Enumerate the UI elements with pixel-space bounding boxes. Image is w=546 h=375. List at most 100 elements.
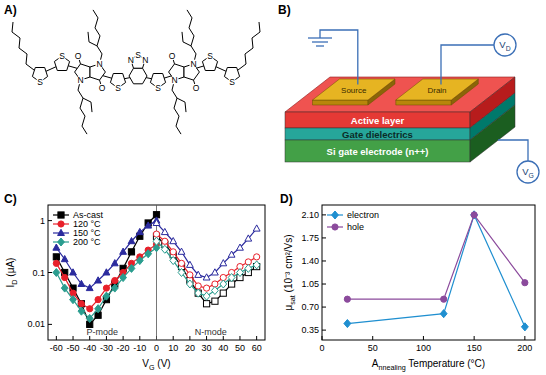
- x-tick-label: 30: [202, 343, 212, 353]
- x-tick: [524, 336, 525, 340]
- atom: S: [229, 77, 235, 87]
- y-tick-label: 0.1: [32, 268, 45, 278]
- data-point: [78, 307, 85, 315]
- legend-marker: [58, 221, 64, 227]
- chart: C)-60-50-40-30-20-1001020304050600.010.1…: [4, 192, 265, 372]
- bond: [88, 32, 97, 46]
- subscript: G: [529, 172, 534, 179]
- data-point: [145, 222, 152, 228]
- electrode-label: Source: [341, 86, 367, 95]
- y-tick-label: 1: [40, 216, 45, 226]
- x-tick: [256, 336, 257, 340]
- y-tick: [322, 284, 326, 285]
- x-tick-label: 10: [168, 343, 178, 353]
- data-point: [195, 271, 202, 277]
- atom-bg: [192, 84, 201, 93]
- panel-label: C): [4, 192, 17, 206]
- x-tick-label: 50: [368, 343, 378, 353]
- series-line: [56, 244, 156, 308]
- data-point: [245, 235, 252, 241]
- y-tick-label: 1.75: [301, 233, 319, 243]
- x-tick: [139, 336, 140, 340]
- atom: S: [135, 50, 141, 60]
- data-point: [187, 280, 194, 288]
- atom: S: [59, 51, 65, 61]
- panel-label: D): [280, 192, 293, 206]
- atom-bg: [168, 52, 177, 61]
- x-tick: [239, 336, 240, 340]
- x-tick-label: -30: [100, 343, 113, 353]
- y-tick: [48, 220, 52, 221]
- series-line: [157, 236, 257, 303]
- data-point: [237, 269, 244, 277]
- y-tick: [322, 330, 326, 331]
- electrode-front: [313, 100, 369, 105]
- data-point: [136, 257, 143, 265]
- x-tick: [173, 336, 174, 340]
- figure: A)SSNONOSNSNSNONOSSB)Active layerGate di…: [0, 0, 546, 375]
- data-point: [70, 269, 77, 275]
- data-point: [212, 298, 218, 304]
- x-tick-label: 40: [218, 343, 228, 353]
- bond: [182, 32, 191, 46]
- bond: [78, 80, 87, 134]
- data-point: [170, 257, 177, 265]
- label-rest: (μA): [5, 258, 16, 280]
- data-point: [220, 280, 227, 288]
- data-point: [61, 256, 68, 262]
- data-point: [253, 261, 260, 269]
- x-tick-label: -10: [133, 343, 146, 353]
- data-point: [78, 301, 84, 307]
- data-point: [62, 274, 68, 280]
- plot-data: [53, 212, 260, 328]
- atom-bg: [126, 55, 135, 64]
- ring: [129, 68, 147, 84]
- data-point: [161, 245, 168, 253]
- x-tick-label: 0: [319, 343, 324, 353]
- data-point: [61, 284, 68, 292]
- y-tick-label: 0.35: [301, 325, 319, 335]
- y-tick: [322, 260, 326, 261]
- electrode-top: [313, 79, 396, 100]
- ground: [308, 37, 332, 38]
- y-tick: [322, 214, 326, 215]
- x-tick: [423, 336, 424, 340]
- x-tick: [372, 336, 373, 340]
- legend-marker: [58, 212, 64, 218]
- data-point: [111, 284, 118, 292]
- data-point: [112, 277, 118, 283]
- data-point: [203, 274, 210, 280]
- y-tick: [48, 324, 52, 325]
- data-point: [170, 249, 176, 255]
- atom-bg: [154, 84, 163, 93]
- data-point: [203, 285, 209, 291]
- x-tick-label: 20: [185, 343, 195, 353]
- terminal-label: VD: [499, 39, 510, 52]
- atom: N: [96, 59, 102, 69]
- ground: [312, 41, 328, 42]
- molecule: SSNONOSNSNSNONOSS: [12, 10, 260, 134]
- data-point: [103, 285, 109, 291]
- series-line: [157, 223, 257, 278]
- data-point: [521, 323, 528, 331]
- panel-label: A): [4, 3, 17, 17]
- y-tick-label: 2.10: [301, 210, 319, 220]
- data-point: [128, 249, 134, 255]
- atom-bg: [114, 84, 123, 93]
- data-point: [103, 269, 110, 275]
- x-tick: [474, 336, 475, 340]
- bond: [83, 98, 92, 112]
- bond: [93, 10, 102, 64]
- y-tick: [48, 272, 52, 273]
- bonds: [12, 10, 260, 134]
- legend: As-cast120 °C150 °C200 °C: [53, 210, 104, 247]
- data-point: [120, 274, 127, 282]
- atom: N: [190, 59, 196, 69]
- atom: O: [169, 51, 176, 61]
- series-line: [56, 215, 156, 325]
- data-point: [70, 296, 77, 304]
- series-line: [347, 215, 525, 327]
- data-point: [178, 248, 185, 254]
- atom: S: [207, 51, 213, 61]
- atom-bg: [36, 78, 45, 87]
